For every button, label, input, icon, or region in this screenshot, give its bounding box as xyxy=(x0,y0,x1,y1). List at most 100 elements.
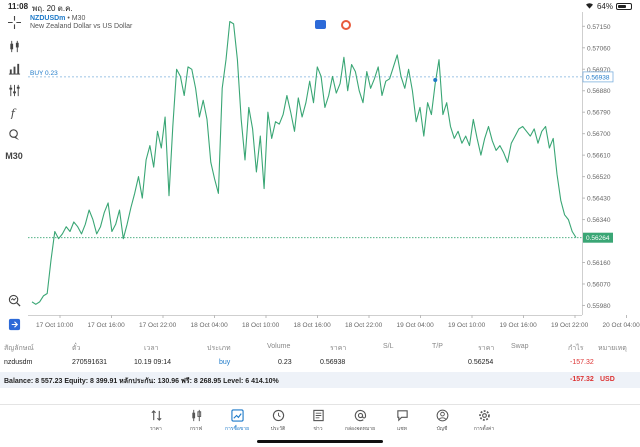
status-right: 64% xyxy=(585,2,632,11)
wifi-icon xyxy=(585,2,594,11)
trade-open-price: 0.56938 xyxy=(320,359,346,366)
trade-panel-icon[interactable] xyxy=(315,20,326,29)
trade-symbol: nzdusdm xyxy=(4,359,33,366)
tab-settings-label: การตั้งค่า xyxy=(473,426,495,432)
tab-settings[interactable]: การตั้งค่า xyxy=(468,409,500,433)
price-tick-label: 0.57060 xyxy=(587,45,611,52)
col-open-price: ราคา xyxy=(330,345,347,352)
trade-row[interactable]: nzdusdm 270591631 10.19 09:14 buy 0.23 0… xyxy=(0,356,640,370)
price-tick-label: 0.56970 xyxy=(587,67,611,74)
price-tick-label: 0.56610 xyxy=(587,153,611,160)
trade-table-header: สัญลักษณ์ ตั๋ว เวลา ประเภท Volume ราคา S… xyxy=(0,340,640,354)
signal-ring-icon[interactable] xyxy=(341,20,351,30)
trade-entry-marker xyxy=(433,77,438,82)
battery-percent: 64% xyxy=(596,2,613,11)
time-tick-label: 17 Oct 10:00 xyxy=(36,322,74,329)
time-tick-label: 17 Oct 16:00 xyxy=(88,322,126,329)
col-ticket: ตั๋ว xyxy=(72,345,81,352)
tab-quotes-label: ราคา xyxy=(150,426,162,432)
tab-news[interactable]: ข่าว xyxy=(302,409,334,433)
trade-type: buy xyxy=(219,359,231,366)
status-bar: 11:08 พฤ. 20 ต.ค. 64% xyxy=(0,0,640,13)
price-tick-label: 0.56790 xyxy=(587,110,611,117)
symbol-description: New Zealand Dollar vs US Dollar xyxy=(30,23,133,30)
tab-chat[interactable]: แชท xyxy=(386,409,418,433)
tab-history[interactable]: ประวัติ xyxy=(262,409,294,433)
col-price: ราคา xyxy=(478,345,495,352)
quotes-arrows-icon xyxy=(150,410,162,421)
symbol-code: NZDUSDm xyxy=(30,15,66,22)
chart-toolbar: f M30 xyxy=(0,12,28,332)
home-indicator xyxy=(257,440,383,443)
chart-svg: 0.57150 0.57060 0.56970 0.56880 0.56790 0.567… xyxy=(28,12,640,329)
timeframe-button[interactable]: M30 xyxy=(5,151,23,161)
trade-ticket: 270591631 xyxy=(72,359,108,366)
col-profit: กำไร xyxy=(568,345,584,352)
col-sl: S/L xyxy=(383,343,394,350)
tab-mailbox-label: กล่องจดหมาย xyxy=(344,426,376,432)
buy-level-label: BUY 0.23 xyxy=(30,70,58,77)
chat-bubble-icon xyxy=(396,410,408,422)
buy-price-tag-label: 0.56938 xyxy=(586,74,610,81)
bid-price-tag-label: 0.56264 xyxy=(586,235,610,242)
price-tick-label: 0.56070 xyxy=(587,281,611,288)
balance-currency: USD xyxy=(600,376,615,383)
battery-icon xyxy=(616,3,632,10)
account-user-icon xyxy=(436,409,448,422)
price-tick-label: 0.55980 xyxy=(587,303,611,310)
settings-gear-icon xyxy=(478,410,490,421)
tab-history-label: ประวัติ xyxy=(270,426,286,432)
objects-icon[interactable] xyxy=(6,126,22,142)
tab-account[interactable]: บัญชี xyxy=(426,409,458,433)
battery-fill xyxy=(618,5,626,8)
zoom-chart-icon[interactable] xyxy=(6,292,22,308)
buy-price-tag xyxy=(582,71,614,83)
time-tick-label: 17 Oct 22:00 xyxy=(139,322,177,329)
col-time: เวลา xyxy=(144,345,159,352)
balance-profit: -157.32 xyxy=(570,376,594,383)
status-date: พฤ. 20 ต.ค. xyxy=(32,4,73,13)
col-swap: Swap xyxy=(511,343,529,350)
time-tick-label: 18 Oct 04:00 xyxy=(191,322,229,329)
function-icon[interactable]: f xyxy=(6,104,22,120)
history-clock-icon xyxy=(272,409,284,422)
price-chart[interactable]: NZDUSDm • M30 New Zealand Dollar vs US D… xyxy=(28,12,640,330)
price-tick-label: 0.56160 xyxy=(587,260,611,267)
tab-trade-label: การซื้อขาย xyxy=(224,426,250,432)
news-book-icon xyxy=(312,409,324,422)
col-tp: T/P xyxy=(432,343,443,350)
trade-profit: -157.32 xyxy=(570,359,594,366)
price-tick-label: 0.56880 xyxy=(587,88,611,95)
svg-text:f: f xyxy=(9,107,16,119)
tab-mailbox[interactable]: กล่องจดหมาย xyxy=(344,409,376,433)
col-symbol: สัญลักษณ์ xyxy=(4,345,34,352)
time-tick-label: 19 Oct 10:00 xyxy=(448,322,486,329)
tab-quotes[interactable]: ราคา xyxy=(140,409,172,433)
sliders-icon[interactable] xyxy=(6,82,22,98)
time-tick-label: 18 Oct 22:00 xyxy=(345,322,383,329)
one-click-trading-icon[interactable] xyxy=(6,316,22,332)
tab-chat-label: แชท xyxy=(397,426,407,432)
tab-trade[interactable]: การซื้อขาย xyxy=(221,409,253,433)
time-tick-label: 20 Oct 04:00 xyxy=(603,322,640,329)
balance-text: Balance: 8 557.23 Equity: 8 399.91 หลักป… xyxy=(4,378,279,385)
time-tick-label: 19 Oct 22:00 xyxy=(551,322,589,329)
candles-icon xyxy=(191,409,201,422)
col-type: ประเภท xyxy=(207,345,231,352)
trade-volume: 0.23 xyxy=(278,359,292,366)
chart-type-candles-icon[interactable] xyxy=(6,38,22,54)
price-tick-label: 0.56700 xyxy=(587,131,611,138)
tab-news-label: ข่าว xyxy=(313,426,323,432)
col-volume: Volume xyxy=(267,343,291,350)
balance-bar: Balance: 8 557.23 Equity: 8 399.91 หลักป… xyxy=(0,372,640,388)
crosshair-icon[interactable] xyxy=(6,14,22,30)
tab-chart[interactable]: กราฟ xyxy=(180,409,212,433)
bottom-tab-bar: ราคา กราฟ การซื้อขาย ประวัติ ข่าว กล่องจ… xyxy=(0,404,640,447)
time-tick-label: 19 Oct 16:00 xyxy=(500,322,538,329)
price-tick-label: 0.56340 xyxy=(587,217,611,224)
col-comment: หมายเหตุ xyxy=(598,345,627,352)
status-time: 11:08 xyxy=(8,2,29,11)
symbol-label: NZDUSDm • M30 xyxy=(30,15,85,22)
price-series-line xyxy=(31,20,577,305)
indicators-icon[interactable] xyxy=(6,60,22,76)
